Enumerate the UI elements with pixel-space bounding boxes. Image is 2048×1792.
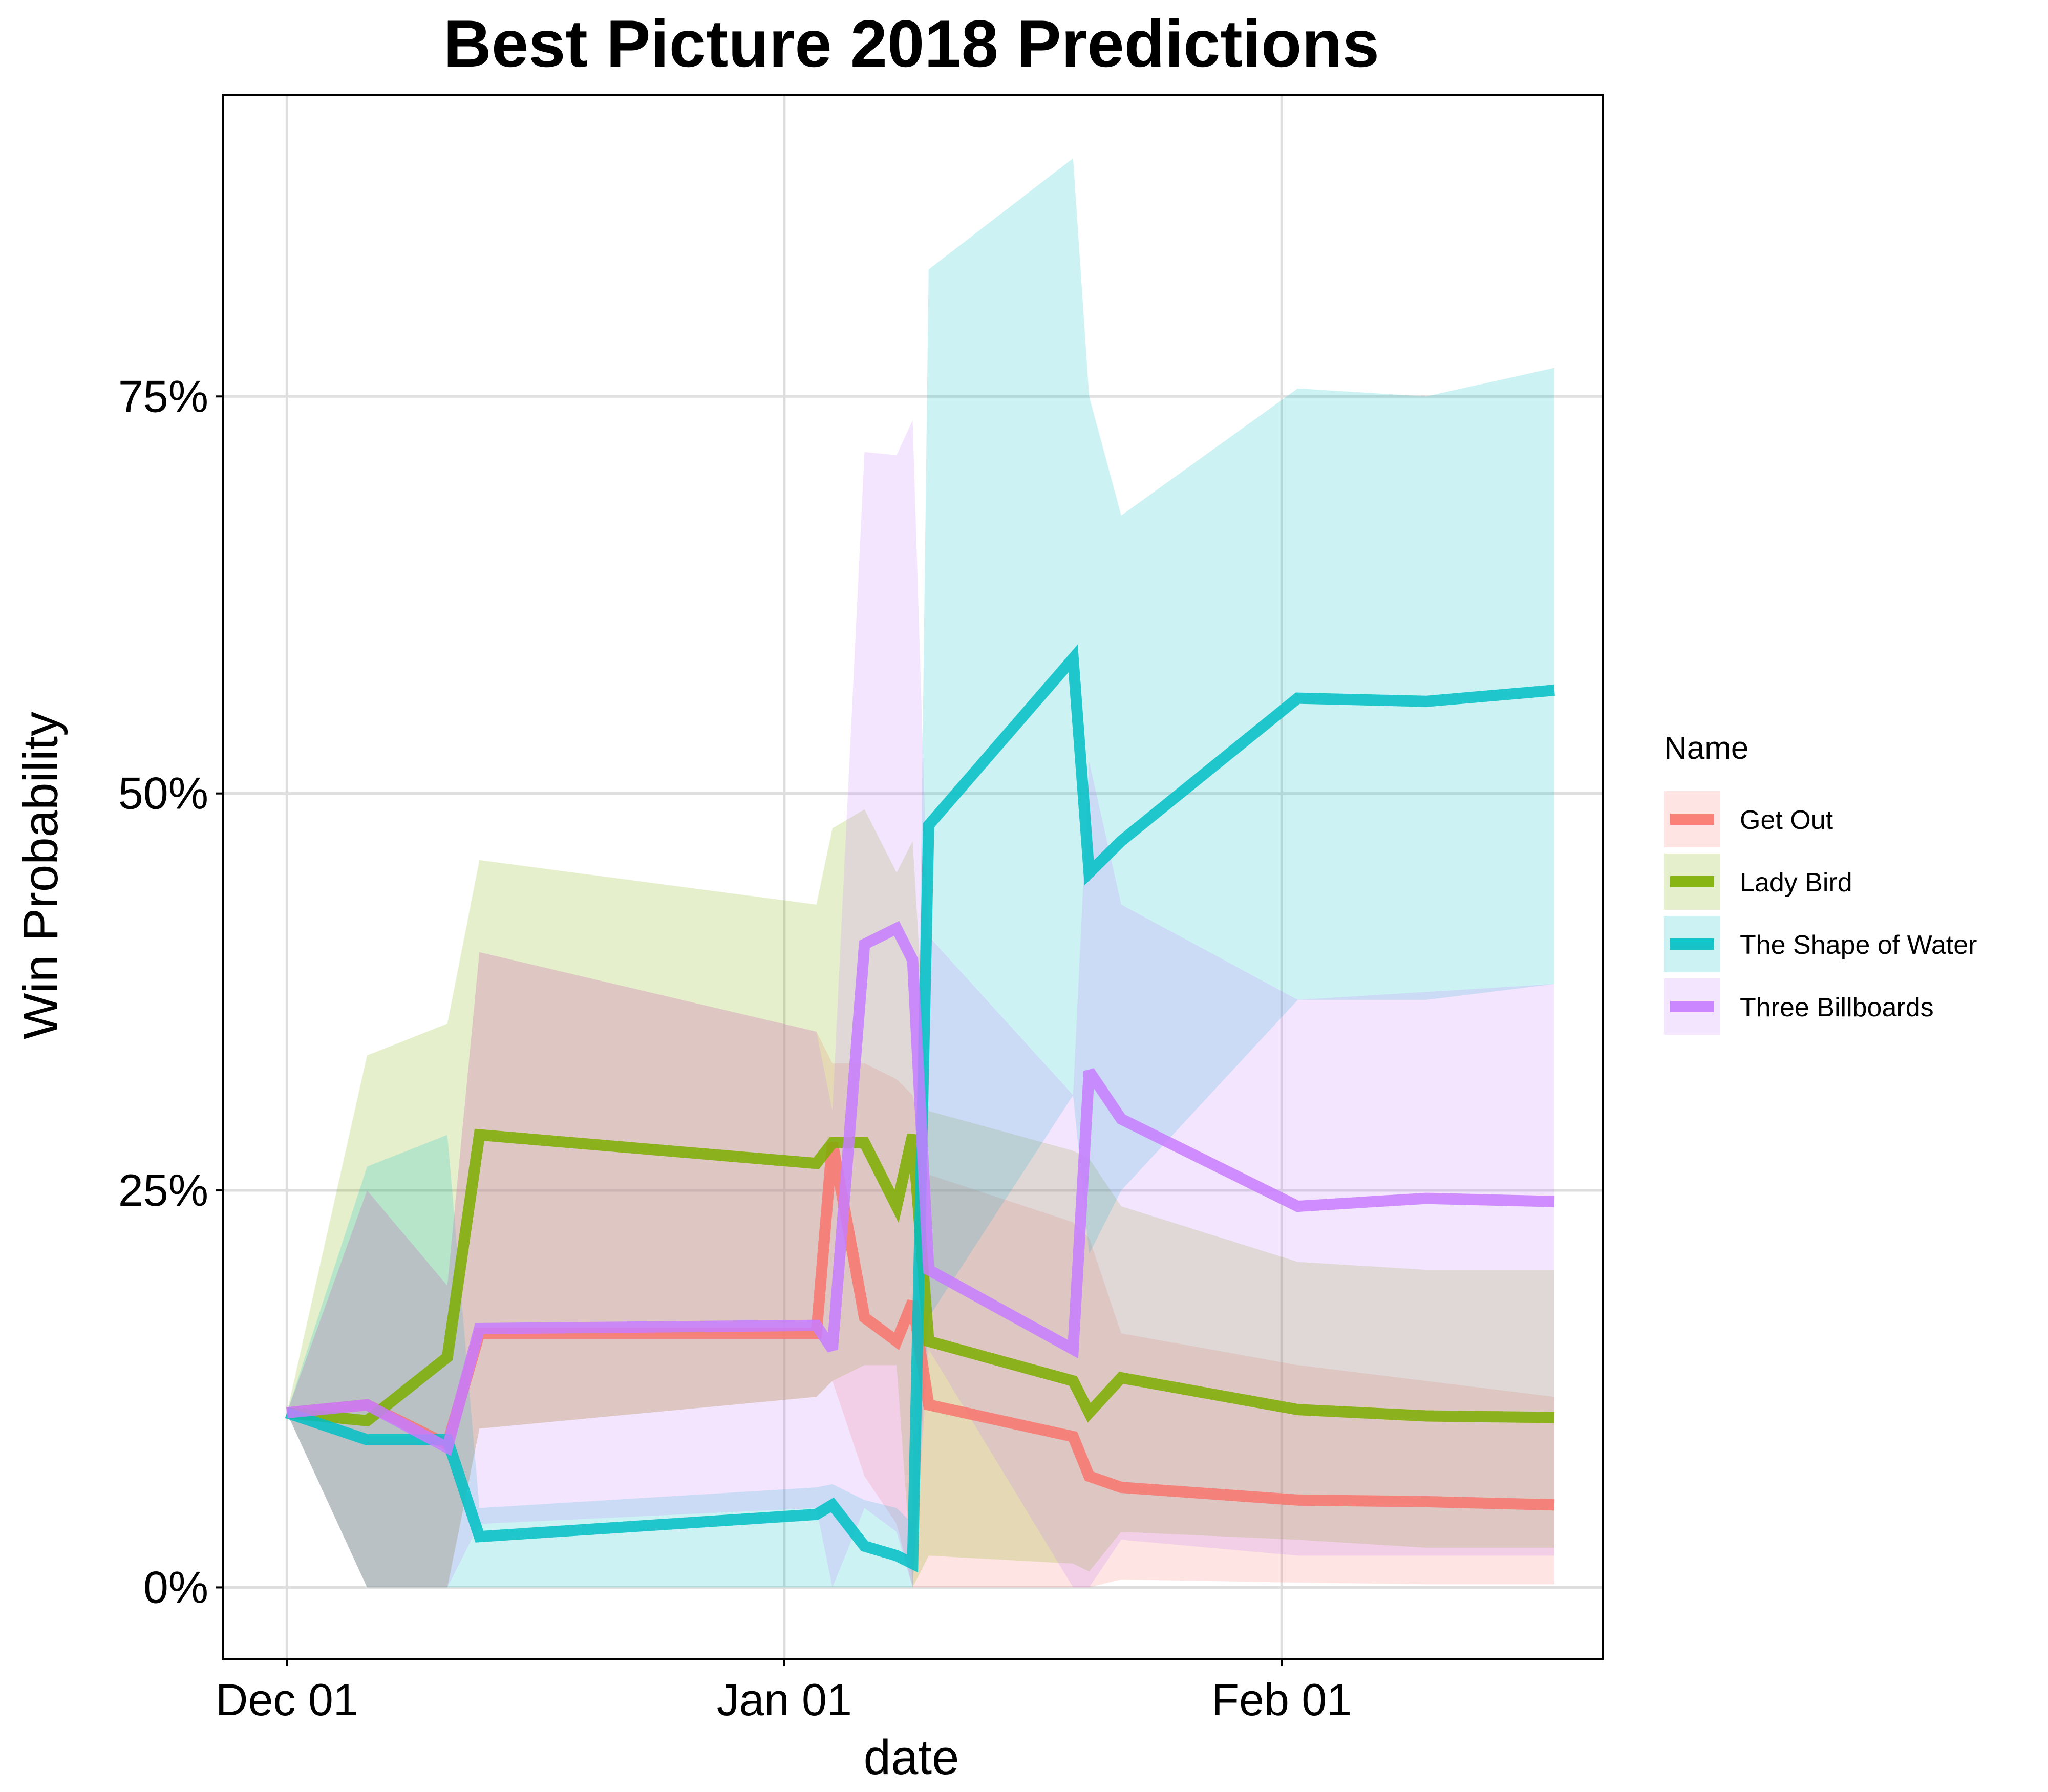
- series-lines: [285, 644, 1555, 1573]
- band-the-shape-of-water: [287, 158, 1554, 1588]
- y-tick-label: 0%: [143, 1562, 208, 1612]
- legend-label-get-out: Get Out: [1740, 805, 1833, 835]
- line-the-shape-of-water: [285, 644, 1555, 1573]
- y-tick-label: 25%: [118, 1165, 208, 1215]
- legend-label-lady-bird: Lady Bird: [1740, 868, 1852, 898]
- y-tick-label: 75%: [118, 371, 208, 421]
- legend: Name Get Out Lady Bird The Shape of Water T…: [1664, 731, 1977, 1035]
- x-axis-label: date: [864, 1730, 959, 1785]
- legend-label-the-shape-of-water: The Shape of Water: [1740, 930, 1977, 960]
- y-tick-label: 50%: [118, 768, 208, 819]
- panel-border: [222, 94, 1604, 1660]
- line-three-billboards: [286, 921, 1555, 1456]
- y-axis-label: Win Probability: [13, 712, 68, 1039]
- line-lady-bird: [286, 1128, 1555, 1427]
- x-tick-label: Feb 01: [1211, 1674, 1352, 1725]
- legend-title: Name: [1664, 731, 1748, 766]
- x-tick-label: Jan 01: [717, 1674, 852, 1725]
- legend-label-three-billboards: Three Billboards: [1740, 993, 1934, 1022]
- chart-title: Best Picture 2018 Predictions: [443, 6, 1379, 81]
- axis-ticks: 0% 25% 50% 75% Dec 01 Jan 01 Feb 01: [118, 371, 1352, 1725]
- x-tick-label: Dec 01: [216, 1674, 358, 1725]
